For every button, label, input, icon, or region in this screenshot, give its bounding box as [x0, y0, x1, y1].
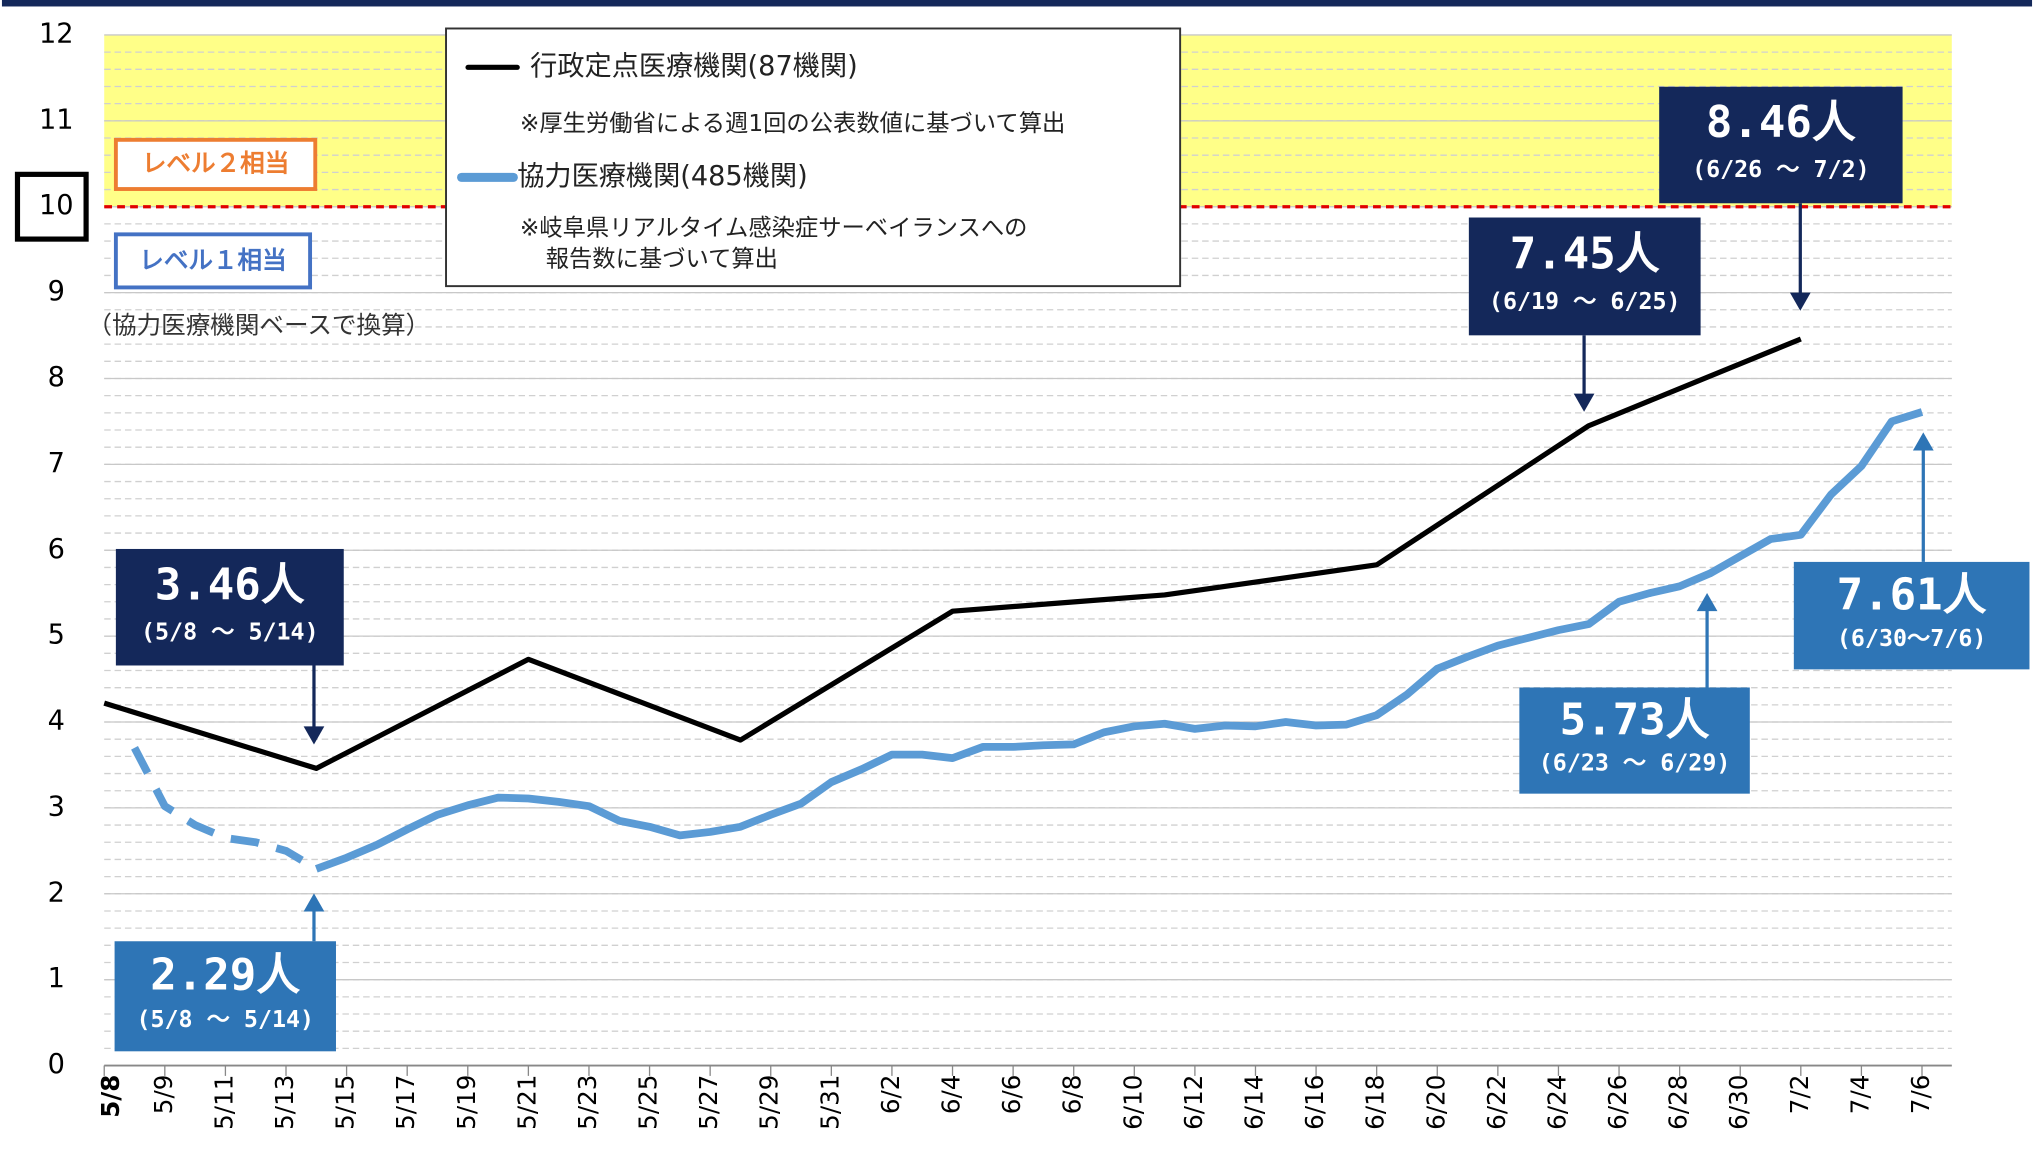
y-tick-label: 4 [48, 706, 65, 737]
annotation-box [1659, 86, 1903, 204]
annotation-box [1793, 561, 2030, 670]
annotation-arrowhead [303, 893, 325, 912]
series-line-dashed [131, 745, 319, 873]
x-tick-label: 5/27 [694, 1075, 723, 1130]
y-tick-label: 11 [39, 104, 74, 135]
x-tick-label: 5/11 [209, 1075, 238, 1130]
annotation-period: (6/19 ～ 6/25) [1489, 288, 1681, 315]
x-tick-label: 6/20 [1421, 1075, 1450, 1130]
annotation-value: 3.46人 [155, 559, 305, 610]
annotation-period: (6/26 ～ 7/2) [1692, 156, 1870, 183]
annotation-period: (6/23 ～ 6/29) [1539, 749, 1731, 776]
annotation-box [114, 941, 336, 1052]
x-tick-label: 6/8 [1058, 1075, 1087, 1115]
legend-label: 行政定点医療機関(87機関) [530, 51, 858, 82]
annotation-arrowhead [1696, 592, 1718, 612]
x-tick-label: 5/25 [634, 1075, 663, 1130]
x-tick-label: 6/18 [1361, 1075, 1390, 1130]
series-line [103, 336, 1802, 771]
y-tick-label: 0 [48, 1049, 65, 1080]
x-tick-label: 6/28 [1664, 1075, 1693, 1130]
y-tick-label: 9 [48, 276, 65, 307]
y-tick-label: 6 [48, 534, 65, 565]
x-tick-label: 6/16 [1300, 1075, 1329, 1130]
x-tick-label: 6/4 [937, 1075, 966, 1115]
y-tick-label: 10 [39, 190, 74, 221]
level2-label: レベル２相当 [142, 148, 289, 177]
level1-box [113, 232, 313, 290]
annotation-box [1519, 687, 1750, 794]
x-tick-label: 5/23 [573, 1075, 602, 1130]
legend-note: ※厚生労働省による週1回の公表数値に基づいて算出 [520, 110, 1065, 137]
annotation-arrowhead [303, 726, 325, 745]
legend-label: 協力医療機関(485機関) [517, 161, 807, 192]
y-tick-label: 8 [48, 362, 65, 393]
x-tick-label: 5/13 [270, 1075, 299, 1130]
legend-note: ※岐阜県リアルタイム感染症サーベイランスへの [520, 215, 1028, 242]
x-tick-label: 5/17 [391, 1075, 420, 1130]
annotation-value: 7.61人 [1837, 569, 1987, 620]
annotation-period: (6/30～7/6) [1837, 625, 1987, 652]
level2-box [113, 137, 318, 191]
x-tick-label: 5/8 [96, 1075, 125, 1118]
x-tick-label: 6/30 [1724, 1075, 1753, 1130]
annotation-value: 2.29人 [150, 950, 300, 1001]
series-line [314, 408, 1924, 873]
x-tick-label: 5/19 [452, 1075, 481, 1130]
level-tick-box [14, 171, 89, 242]
legend-note: 報告数に基づいて算出 [546, 246, 778, 273]
y-tick-label: 12 [39, 18, 74, 49]
x-tick-label: 7/6 [1906, 1075, 1935, 1115]
x-tick-label: 5/9 [149, 1075, 178, 1115]
x-tick-label: 6/14 [1239, 1075, 1268, 1130]
x-tick-label: 6/22 [1482, 1075, 1511, 1130]
x-tick-label: 5/21 [512, 1075, 541, 1130]
annotation-value: 8.46人 [1706, 97, 1856, 148]
annotation-value: 5.73人 [1560, 695, 1710, 746]
x-tick-label: 6/12 [1179, 1075, 1208, 1130]
x-tick-label: 7/4 [1845, 1075, 1874, 1115]
y-tick-label: 5 [48, 620, 65, 651]
x-tick-label: 5/31 [815, 1075, 844, 1130]
y-tick-label: 1 [48, 963, 65, 994]
level1-label: レベル１相当 [139, 246, 286, 275]
annotation-value: 7.45人 [1510, 228, 1660, 279]
x-tick-label: 6/2 [876, 1075, 905, 1115]
annotation-box [1468, 217, 1701, 336]
x-tick-label: 6/26 [1603, 1075, 1632, 1130]
top-bar [1, 0, 2033, 7]
y-tick-label: 2 [48, 877, 65, 908]
legend-box [445, 27, 1182, 288]
annotation-box [115, 548, 344, 666]
x-tick-label: 6/6 [997, 1075, 1026, 1115]
level-note: （協力医療機関ベースで換算） [87, 310, 430, 339]
x-tick-label: 5/15 [331, 1075, 360, 1130]
annotation-arrowhead [1789, 292, 1811, 311]
y-tick-label: 3 [48, 791, 65, 822]
annotation-arrowhead [1573, 393, 1595, 412]
y-tick-label: 7 [48, 448, 65, 479]
annotation-period: (5/8 ～ 5/14) [141, 618, 319, 645]
annotation-arrowhead [1912, 432, 1934, 451]
x-tick-label: 5/29 [755, 1075, 784, 1130]
x-tick-label: 6/10 [1118, 1075, 1147, 1130]
x-tick-label: 6/24 [1542, 1075, 1571, 1130]
x-tick-label: 7/2 [1785, 1075, 1814, 1115]
annotation-period: (5/8 ～ 5/14) [136, 1006, 314, 1033]
